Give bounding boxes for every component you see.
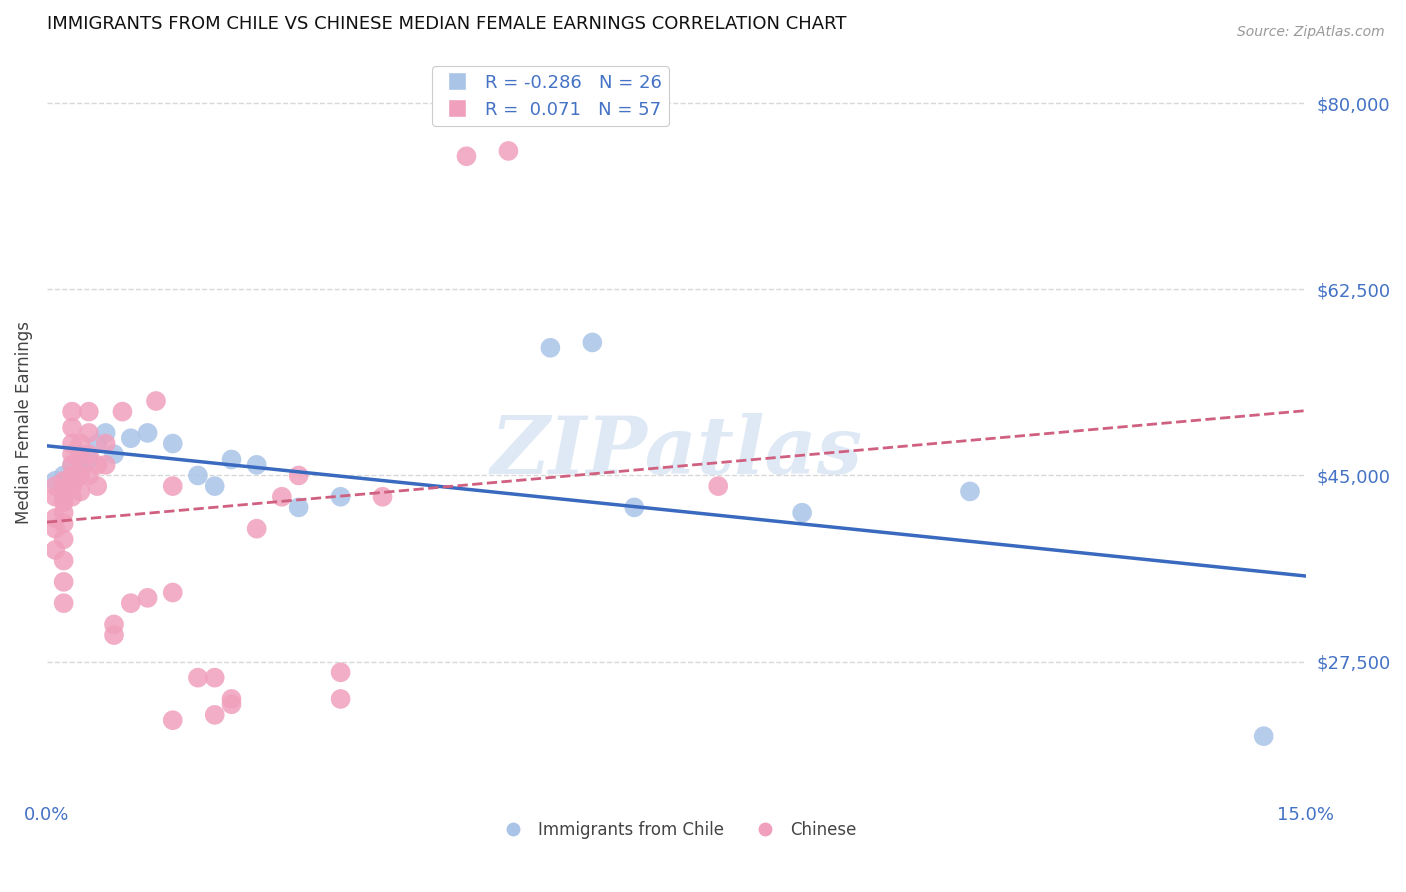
Point bbox=[162, 713, 184, 727]
Point bbox=[162, 479, 184, 493]
Point bbox=[52, 490, 75, 504]
Point bbox=[221, 452, 243, 467]
Point bbox=[77, 404, 100, 418]
Point bbox=[221, 692, 243, 706]
Point bbox=[52, 533, 75, 547]
Point bbox=[86, 436, 108, 450]
Point bbox=[94, 458, 117, 472]
Text: ZIPatlas: ZIPatlas bbox=[491, 413, 862, 491]
Point bbox=[204, 707, 226, 722]
Point bbox=[52, 574, 75, 589]
Point bbox=[538, 341, 561, 355]
Point bbox=[69, 484, 91, 499]
Point bbox=[270, 490, 292, 504]
Point bbox=[86, 458, 108, 472]
Point bbox=[707, 479, 730, 493]
Point bbox=[52, 516, 75, 531]
Point bbox=[103, 628, 125, 642]
Point bbox=[44, 490, 66, 504]
Text: IMMIGRANTS FROM CHILE VS CHINESE MEDIAN FEMALE EARNINGS CORRELATION CHART: IMMIGRANTS FROM CHILE VS CHINESE MEDIAN … bbox=[46, 15, 846, 33]
Point bbox=[162, 585, 184, 599]
Point bbox=[111, 404, 134, 418]
Point bbox=[623, 500, 645, 515]
Point bbox=[52, 553, 75, 567]
Point bbox=[792, 506, 814, 520]
Point bbox=[77, 468, 100, 483]
Point bbox=[52, 468, 75, 483]
Point bbox=[187, 671, 209, 685]
Point bbox=[329, 692, 352, 706]
Point bbox=[44, 511, 66, 525]
Point bbox=[44, 479, 66, 493]
Point bbox=[60, 447, 83, 461]
Point bbox=[52, 495, 75, 509]
Point bbox=[498, 144, 520, 158]
Point bbox=[86, 479, 108, 493]
Point bbox=[69, 468, 91, 483]
Point bbox=[103, 617, 125, 632]
Y-axis label: Median Female Earnings: Median Female Earnings bbox=[15, 321, 32, 524]
Point bbox=[60, 458, 83, 472]
Point bbox=[60, 479, 83, 493]
Text: Source: ZipAtlas.com: Source: ZipAtlas.com bbox=[1237, 25, 1385, 39]
Point bbox=[60, 479, 83, 493]
Point bbox=[52, 474, 75, 488]
Point bbox=[120, 596, 142, 610]
Point bbox=[52, 484, 75, 499]
Point bbox=[77, 425, 100, 440]
Point bbox=[456, 149, 478, 163]
Point bbox=[60, 420, 83, 434]
Point bbox=[204, 671, 226, 685]
Point bbox=[60, 436, 83, 450]
Point bbox=[329, 490, 352, 504]
Point bbox=[1253, 729, 1275, 743]
Point bbox=[246, 522, 269, 536]
Point bbox=[287, 500, 309, 515]
Point bbox=[136, 425, 159, 440]
Point bbox=[52, 596, 75, 610]
Point bbox=[329, 665, 352, 680]
Point bbox=[60, 490, 83, 504]
Point bbox=[246, 458, 269, 472]
Point bbox=[69, 436, 91, 450]
Point bbox=[77, 452, 100, 467]
Point bbox=[60, 458, 83, 472]
Point bbox=[221, 698, 243, 712]
Point bbox=[204, 479, 226, 493]
Point bbox=[94, 436, 117, 450]
Point bbox=[44, 543, 66, 558]
Point bbox=[69, 452, 91, 467]
Point bbox=[52, 506, 75, 520]
Legend: Immigrants from Chile, Chinese: Immigrants from Chile, Chinese bbox=[489, 814, 863, 846]
Point bbox=[120, 431, 142, 445]
Point bbox=[94, 425, 117, 440]
Point bbox=[371, 490, 394, 504]
Point bbox=[162, 436, 184, 450]
Point bbox=[44, 474, 66, 488]
Point bbox=[60, 404, 83, 418]
Point bbox=[69, 463, 91, 477]
Point bbox=[145, 394, 167, 409]
Point bbox=[60, 468, 83, 483]
Point bbox=[103, 447, 125, 461]
Point bbox=[287, 468, 309, 483]
Point bbox=[959, 484, 981, 499]
Point bbox=[581, 335, 603, 350]
Point bbox=[187, 468, 209, 483]
Point bbox=[136, 591, 159, 605]
Point bbox=[69, 447, 91, 461]
Point bbox=[44, 522, 66, 536]
Point bbox=[77, 447, 100, 461]
